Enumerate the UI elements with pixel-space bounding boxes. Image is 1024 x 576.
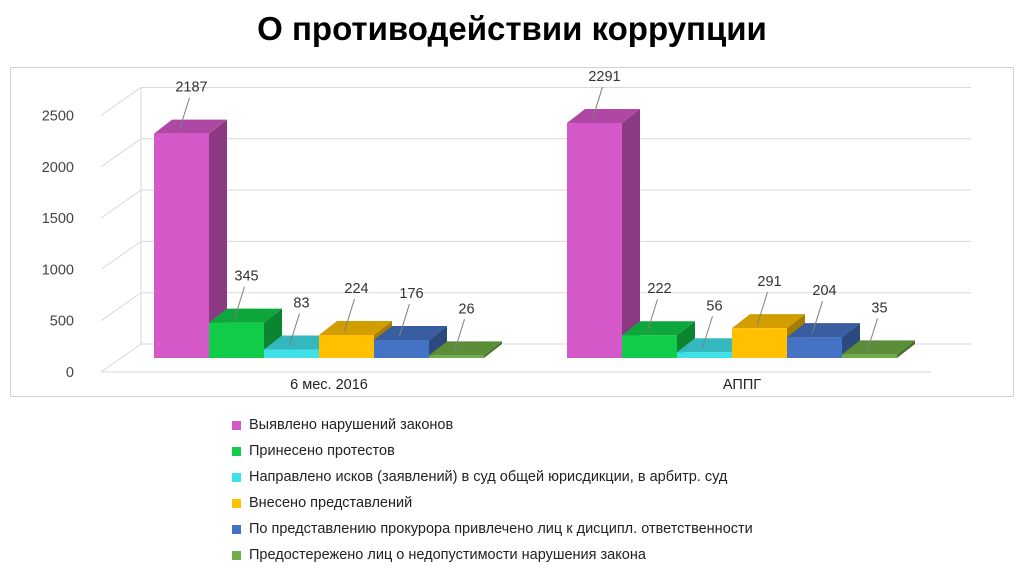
legend-item: Выявлено нарушений законов bbox=[232, 412, 753, 438]
bar-top bbox=[677, 338, 750, 353]
y-tick-label: 2500 bbox=[42, 109, 74, 125]
legend-swatch bbox=[232, 550, 241, 560]
legend-label: Принесено протестов bbox=[249, 443, 395, 459]
bar-side bbox=[484, 341, 502, 358]
y-tick-label: 1000 bbox=[42, 262, 74, 278]
data-label-leader bbox=[344, 298, 355, 332]
bar-top bbox=[567, 108, 640, 123]
bar bbox=[154, 133, 209, 358]
bar-top bbox=[374, 325, 447, 340]
chart-legend: Выявлено нарушений законов Принесено прот… bbox=[232, 412, 753, 568]
data-label-leader bbox=[179, 97, 190, 130]
x-tick-label: АППГ bbox=[723, 377, 761, 393]
data-label-leader bbox=[867, 318, 878, 351]
bar-top bbox=[732, 314, 805, 329]
bar-top bbox=[154, 119, 227, 134]
bar-side bbox=[622, 108, 640, 358]
bar-top bbox=[429, 341, 502, 356]
bar bbox=[787, 337, 842, 358]
data-label: 35 bbox=[871, 300, 887, 316]
legend-label: Выявлено нарушений законов bbox=[249, 417, 454, 433]
data-label: 83 bbox=[293, 295, 309, 311]
bar-top bbox=[622, 321, 695, 336]
data-label-leader bbox=[812, 300, 823, 334]
data-label: 224 bbox=[344, 281, 368, 297]
gridline-diagonal bbox=[100, 138, 142, 168]
bar bbox=[622, 335, 677, 358]
legend-label: Направлено исков (заявлений) в суд общей… bbox=[249, 469, 728, 485]
chart-title: О противодействии коррупции bbox=[257, 10, 767, 47]
bar-top bbox=[842, 340, 915, 355]
bar bbox=[567, 122, 622, 358]
data-label-leader bbox=[454, 319, 465, 352]
gridline-diagonal bbox=[100, 292, 142, 322]
gridline-diagonal bbox=[100, 87, 142, 116]
x-tick-label: 6 мес. 2016 bbox=[290, 377, 368, 393]
y-tick-label: 2000 bbox=[42, 160, 74, 176]
legend-item: Внесено представлений bbox=[232, 490, 753, 516]
legend-swatch bbox=[232, 498, 241, 508]
bar-top bbox=[787, 323, 860, 338]
data-label: 176 bbox=[399, 286, 423, 302]
bar-side bbox=[209, 119, 227, 358]
data-label: 204 bbox=[812, 283, 836, 299]
data-label: 2291 bbox=[588, 69, 620, 85]
gridline-diagonal bbox=[100, 343, 142, 373]
bar-top bbox=[319, 321, 392, 336]
legend-label: По представлению прокурора привлечено ли… bbox=[249, 521, 753, 537]
data-label-leader bbox=[234, 286, 245, 319]
legend-item: По представлению прокурора привлечено ли… bbox=[232, 516, 753, 542]
bar bbox=[842, 354, 897, 358]
bar-top bbox=[264, 335, 337, 350]
data-label: 56 bbox=[706, 298, 722, 314]
y-tick-label: 0 bbox=[66, 365, 74, 381]
bar bbox=[429, 355, 484, 358]
legend-swatch bbox=[232, 472, 241, 482]
legend-swatch bbox=[232, 524, 241, 534]
legend-item: Предостережено лиц о недопустимости нару… bbox=[232, 542, 753, 568]
gridline-diagonal bbox=[100, 189, 142, 219]
data-label-leader bbox=[647, 299, 658, 332]
bar bbox=[677, 352, 732, 358]
bar-top bbox=[209, 308, 282, 323]
legend-swatch bbox=[232, 446, 241, 456]
bar-side bbox=[429, 325, 447, 358]
legend-label: Внесено представлений bbox=[249, 495, 413, 511]
bar bbox=[264, 349, 319, 358]
legend-swatch bbox=[232, 420, 241, 430]
data-label: 222 bbox=[647, 281, 671, 297]
legend-label: Предостережено лиц о недопустимости нару… bbox=[249, 547, 646, 563]
data-label-leader bbox=[289, 313, 300, 346]
data-label: 291 bbox=[757, 274, 781, 290]
bar bbox=[374, 339, 429, 358]
legend-item: Принесено протестов bbox=[232, 438, 753, 464]
data-label-leader bbox=[399, 303, 410, 337]
legend-item: Направлено исков (заявлений) в суд общей… bbox=[232, 464, 753, 490]
data-label: 2187 bbox=[175, 80, 207, 96]
bar bbox=[732, 328, 787, 358]
data-label: 345 bbox=[234, 269, 258, 285]
data-label-leader bbox=[592, 86, 603, 120]
gridline-diagonal bbox=[100, 240, 142, 270]
bar-side bbox=[897, 340, 915, 358]
data-label-leader bbox=[702, 316, 713, 349]
y-tick-label: 500 bbox=[50, 314, 74, 330]
chart-area: 0 500 1000 1500 2000 2500 2187 345 83 224 176 26 6 м… bbox=[10, 67, 1014, 397]
data-label: 26 bbox=[458, 301, 474, 317]
bar bbox=[209, 322, 264, 358]
y-tick-label: 1500 bbox=[42, 211, 74, 227]
bar bbox=[319, 335, 374, 358]
bar-chart: 0 500 1000 1500 2000 2500 2187 345 83 224 176 26 6 м… bbox=[42, 69, 971, 393]
bar-side bbox=[842, 323, 860, 358]
data-label-leader bbox=[757, 291, 768, 325]
